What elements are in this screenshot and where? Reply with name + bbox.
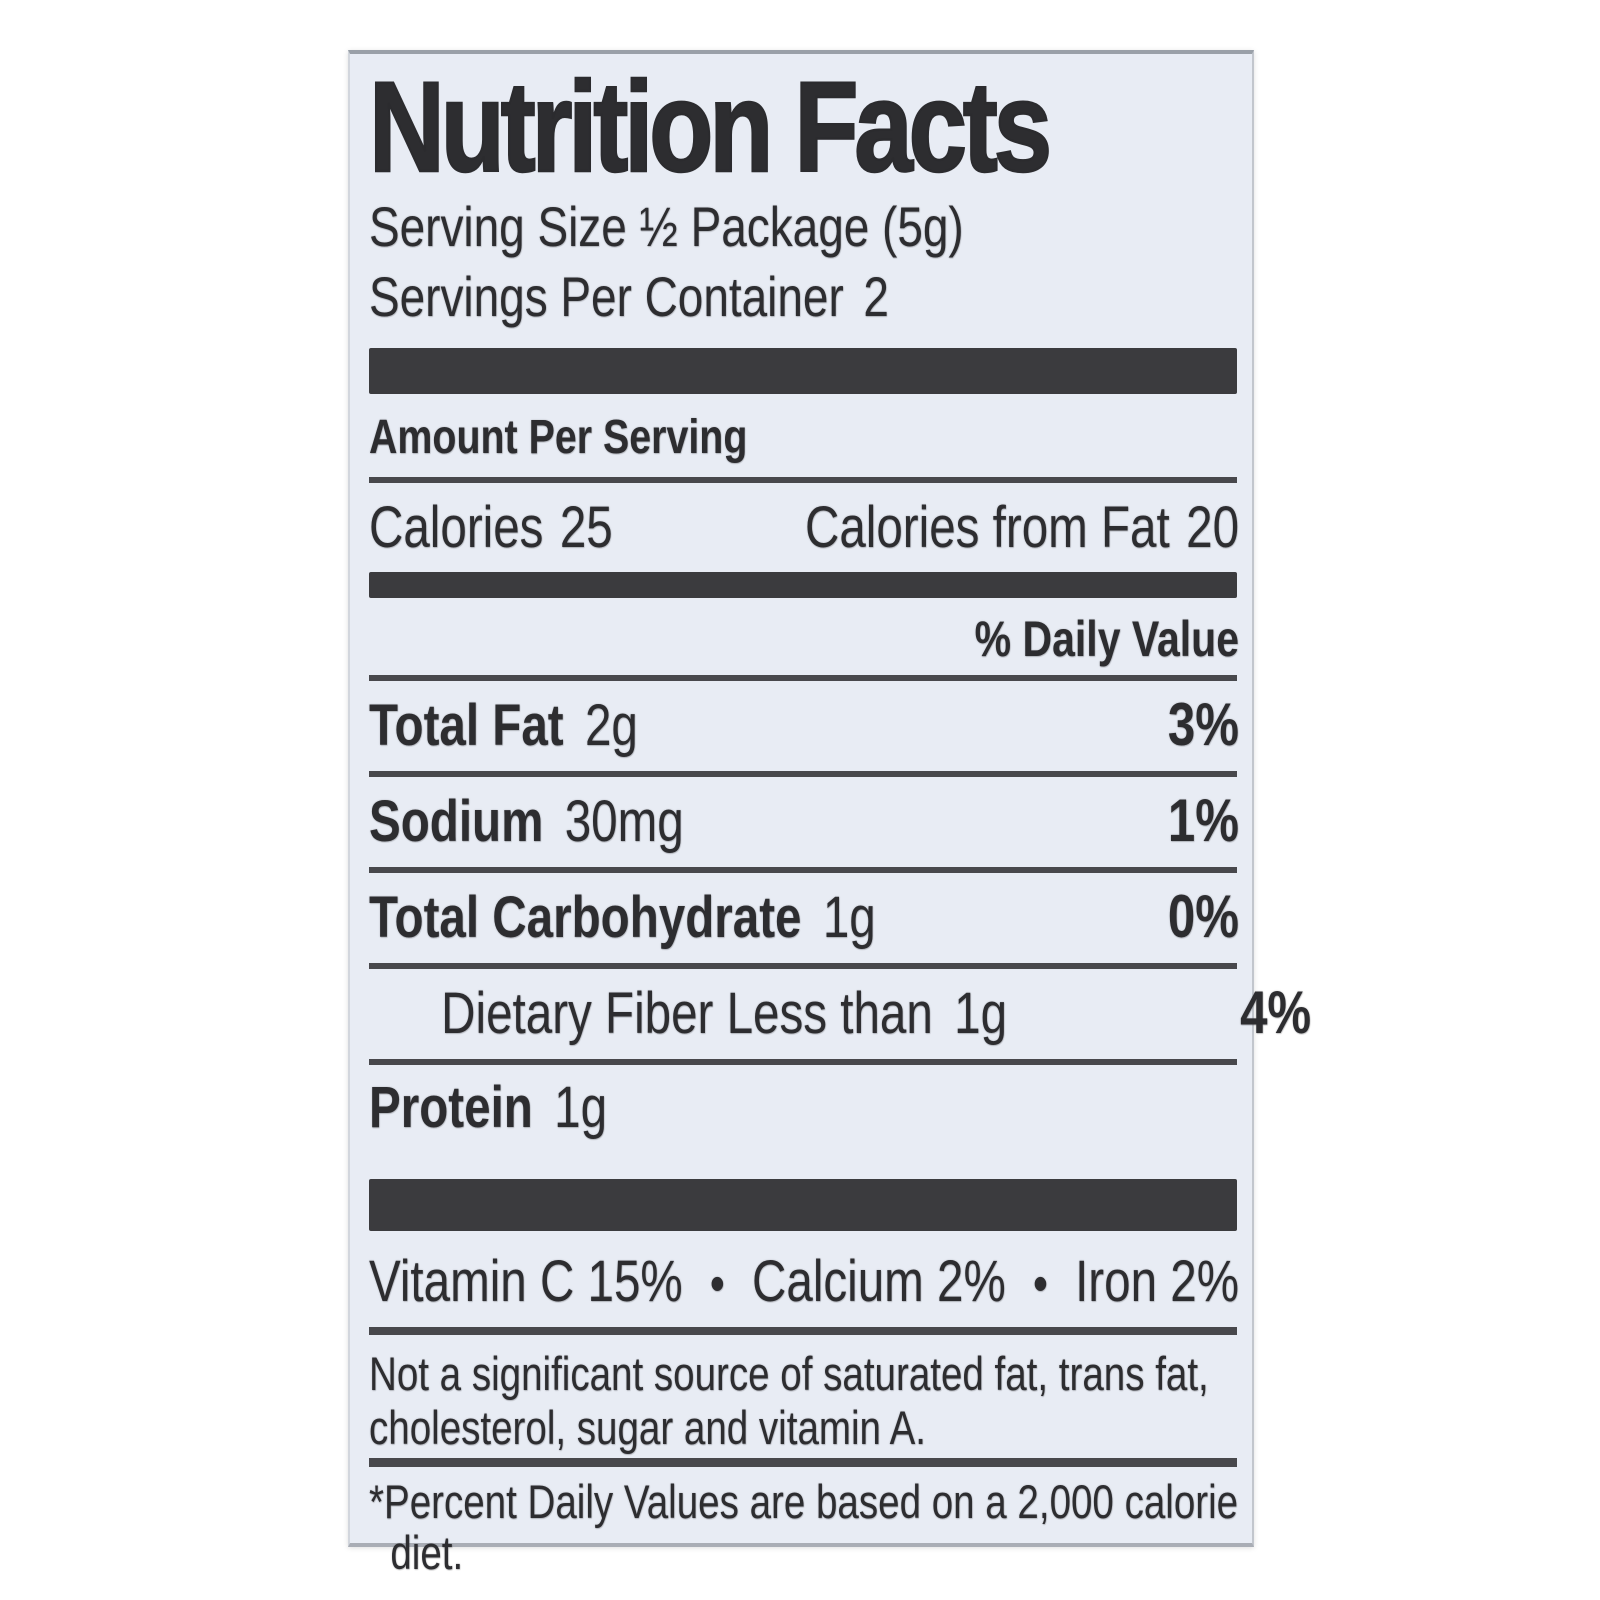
nutrient-amount: 30mg: [564, 789, 684, 855]
nutrient-name-group: Total Carbohydrate 1g: [369, 889, 876, 947]
daily-value-header: % Daily Value: [974, 611, 1240, 668]
rule-separator: [369, 1059, 1237, 1066]
servings-per-container-line: Servings Per Container 2: [369, 262, 1239, 332]
rule-under-daily-value: [369, 675, 1237, 682]
vitamin-c-value: Vitamin C 15%: [369, 1249, 683, 1315]
rule-separator: [369, 771, 1237, 778]
serving-size-text: Serving Size ½ Package (5g): [369, 195, 964, 258]
iron-value: Iron 2%: [1075, 1249, 1239, 1315]
rule-under-amount-per-serving: [369, 476, 1237, 483]
rule-separator: [369, 963, 1237, 970]
section-divider-bar-top: [369, 348, 1237, 394]
rule-above-footnote: [369, 1457, 1237, 1467]
calories-group: Calories 25: [369, 493, 613, 563]
bullet-separator-icon: •: [1032, 1255, 1048, 1314]
calories-from-fat-value: 20: [1186, 494, 1240, 560]
calories-value: 25: [559, 494, 613, 560]
nutrient-daily-value: 4%: [1240, 979, 1312, 1047]
nutrient-name: Sodium: [369, 789, 544, 855]
nutrient-name: Protein: [369, 1075, 533, 1141]
nutrient-name-group: Total Fat 2g: [369, 697, 638, 755]
nutrient-name: Dietary Fiber Less than: [441, 981, 933, 1047]
nutrient-row-total-fat: Total Fat 2g 3%: [369, 681, 1239, 771]
bullet-separator-icon: •: [709, 1255, 725, 1314]
nutrient-row-dietary-fiber: Dietary Fiber Less than 1g 4%: [369, 969, 1311, 1059]
nutrient-daily-value: 1%: [1167, 787, 1240, 855]
nutrient-name: Total Fat: [369, 693, 564, 759]
percent-daily-values-footnote: *Percent Daily Values are based on a 2,0…: [369, 1474, 1239, 1580]
nutrient-daily-value: 3%: [1167, 691, 1240, 759]
nutrition-facts-label: Nutrition Facts Serving Size ½ Package (…: [348, 50, 1311, 1579]
servings-per-container-value: 2: [863, 265, 889, 328]
servings-per-container-label: Servings Per Container: [369, 265, 844, 328]
section-divider-bar-calories: [369, 572, 1237, 599]
vitamins-row: Vitamin C 15% • Calcium 2% • Iron 2%: [369, 1231, 1239, 1327]
nutrient-amount: 1g: [822, 885, 876, 951]
nutrient-name-group: Protein 1g: [369, 1079, 607, 1137]
nutrient-name: Total Carbohydrate: [369, 885, 802, 951]
calcium-value: Calcium 2%: [752, 1249, 1006, 1315]
calories-from-fat-label: Calories from Fat: [804, 494, 1170, 560]
page-title: Nutrition Facts: [368, 56, 1053, 199]
nutrient-amount: 1g: [954, 981, 1008, 1047]
calories-row: Calories 25 Calories from Fat 20: [369, 493, 1239, 563]
nutrient-row-sodium: Sodium 30mg 1%: [369, 777, 1239, 867]
section-divider-bar-bottom: [369, 1179, 1237, 1232]
serving-size-line: Serving Size ½ Package (5g): [369, 192, 1239, 262]
nutrient-daily-value: 0%: [1167, 883, 1240, 951]
nutrient-amount: 1g: [554, 1075, 608, 1141]
nutrient-row-protein: Protein 1g: [369, 1065, 1239, 1153]
not-significant-note: Not a significant source of saturated fa…: [369, 1347, 1209, 1454]
rule-separator: [369, 867, 1237, 874]
nutrient-row-total-carbohydrate: Total Carbohydrate 1g 0%: [369, 873, 1239, 963]
calories-label: Calories: [369, 494, 544, 560]
rule-under-vitamins: [369, 1327, 1237, 1336]
amount-per-serving-heading: Amount Per Serving: [369, 411, 748, 464]
calories-from-fat-group: Calories from Fat 20: [805, 493, 1239, 563]
nutrient-amount: 2g: [584, 693, 638, 759]
nutrient-name-group: Dietary Fiber Less than 1g: [441, 985, 1007, 1043]
nutrient-name-group: Sodium 30mg: [369, 793, 684, 851]
